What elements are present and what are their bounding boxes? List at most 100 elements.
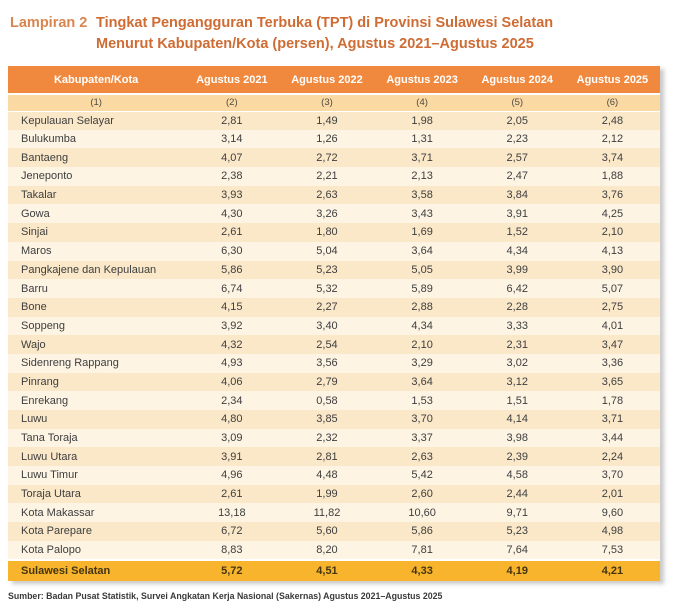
lampiran-label: Lampiran 2 [10, 15, 88, 31]
header-cell: Agustus 2024 [469, 66, 565, 94]
header-cell: Agustus 2025 [564, 66, 660, 94]
value-cell: 8,20 [279, 540, 375, 560]
table-row: Bone 4,15 2,27 2,88 2,28 2,75 [8, 297, 660, 317]
value-cell: 3,70 [564, 466, 660, 485]
value-cell: 3,47 [564, 335, 660, 354]
value-cell: 2,12 [564, 129, 660, 149]
value-cell: 3,76 [564, 185, 660, 205]
value-cell: 3,98 [469, 428, 565, 448]
table-row: Kota Makassar 13,18 11,82 10,60 9,71 9,60 [8, 503, 660, 523]
value-cell: 6,30 [184, 241, 280, 261]
value-cell: 5,89 [374, 279, 470, 298]
value-cell: 1,69 [374, 223, 470, 242]
value-cell: 2,60 [374, 484, 470, 504]
value-cell: 5,04 [279, 241, 375, 261]
table-row: Tana Toraja 3,09 2,32 3,37 3,98 3,44 [8, 428, 660, 448]
table-row: Gowa 4,30 3,26 3,43 3,91 4,25 [8, 204, 660, 224]
value-cell: 3,71 [564, 410, 660, 429]
table-row: Pangkajene dan Kepulauan 5,86 5,23 5,05 3,99… [8, 260, 660, 280]
table-row: Pinrang 4,06 2,79 3,64 3,12 3,65 [8, 372, 660, 392]
table-row: Toraja Utara 2,61 1,99 2,60 2,44 2,01 [8, 484, 660, 504]
value-cell: 3,84 [469, 185, 565, 205]
total-value-cell: 5,72 [184, 558, 280, 581]
value-cell: 2,38 [184, 167, 280, 186]
table-row: Barru 6,74 5,32 5,89 6,42 5,07 [8, 279, 660, 298]
column-number-cell: (5) [469, 93, 565, 112]
value-cell: 3,71 [374, 148, 470, 168]
value-cell: 8,83 [184, 540, 280, 560]
header-cell: Agustus 2021 [184, 66, 280, 94]
value-cell: 4,48 [279, 466, 375, 485]
page: Lampiran 2 Tingkat Pengangguran Terbuka … [0, 0, 681, 601]
column-number-row: (1) (2) (3) (4) (5) (6) [8, 93, 660, 112]
value-cell: 2,63 [279, 185, 375, 205]
row-name-cell: Luwu Utara [8, 447, 185, 467]
value-cell: 1,88 [564, 167, 660, 186]
value-cell: 2,10 [374, 335, 470, 354]
value-cell: 4,58 [469, 466, 565, 485]
value-cell: 2,23 [469, 129, 565, 149]
value-cell: 3,92 [184, 316, 280, 336]
value-cell: 4,96 [184, 466, 280, 485]
value-cell: 4,25 [564, 204, 660, 224]
row-name-cell: Takalar [8, 185, 185, 205]
value-cell: 9,60 [564, 503, 660, 523]
row-name-cell: Pinrang [8, 372, 185, 392]
value-cell: 2,27 [279, 297, 375, 317]
value-cell: 2,63 [374, 447, 470, 467]
value-cell: 2,13 [374, 167, 470, 186]
value-cell: 1,99 [279, 484, 375, 504]
value-cell: 2,54 [279, 335, 375, 354]
title-block: Lampiran 2 Tingkat Pengangguran Terbuka … [0, 0, 681, 54]
value-cell: 4,01 [564, 316, 660, 336]
table-row: Bulukumba 3,14 1,26 1,31 2,23 2,12 [8, 129, 660, 149]
value-cell: 5,23 [469, 522, 565, 541]
total-value-cell: 4,51 [279, 558, 375, 581]
value-cell: 3,74 [564, 148, 660, 168]
value-cell: 4,80 [184, 410, 280, 429]
value-cell: 4,98 [564, 522, 660, 541]
value-cell: 2,32 [279, 428, 375, 448]
row-name-cell: Kepulauan Selayar [8, 111, 185, 130]
value-cell: 3,99 [469, 260, 565, 280]
value-cell: 5,86 [184, 260, 280, 280]
value-cell: 5,86 [374, 522, 470, 541]
row-name-cell: Soppeng [8, 316, 185, 336]
row-name-cell: Sidenreng Rappang [8, 353, 185, 373]
table-row: Sinjai 2,61 1,80 1,69 1,52 2,10 [8, 223, 660, 242]
value-cell: 3,26 [279, 204, 375, 224]
row-name-cell: Pangkajene dan Kepulauan [8, 260, 185, 280]
value-cell: 2,79 [279, 372, 375, 392]
value-cell: 3,02 [469, 353, 565, 373]
value-cell: 2,81 [279, 447, 375, 467]
column-number-cell: (1) [8, 93, 185, 112]
value-cell: 5,23 [279, 260, 375, 280]
value-cell: 3,90 [564, 260, 660, 280]
value-cell: 4,13 [564, 241, 660, 261]
page-title-line-2: Menurut Kabupaten/Kota (persen), Agustus… [96, 35, 534, 52]
value-cell: 4,34 [469, 241, 565, 261]
value-cell: 2,24 [564, 447, 660, 467]
value-cell: 2,72 [279, 148, 375, 168]
value-cell: 2,39 [469, 447, 565, 467]
table-row: Jeneponto 2,38 2,21 2,13 2,47 1,88 [8, 167, 660, 186]
value-cell: 3,44 [564, 428, 660, 448]
value-cell: 2,31 [469, 335, 565, 354]
value-cell: 3,70 [374, 410, 470, 429]
value-cell: 2,01 [564, 484, 660, 504]
value-cell: 5,32 [279, 279, 375, 298]
value-cell: 3,37 [374, 428, 470, 448]
tpt-table: Kabupaten/Kota Agustus 2021 Agustus 2022 Ag… [8, 66, 660, 581]
header-cell: Agustus 2023 [374, 66, 470, 94]
table-row: Takalar 3,93 2,63 3,58 3,84 3,76 [8, 185, 660, 205]
header-row: Kabupaten/Kota Agustus 2021 Agustus 2022 Ag… [8, 66, 660, 94]
table-row: Wajo 4,32 2,54 2,10 2,31 3,47 [8, 335, 660, 354]
total-value-cell: 4,21 [564, 558, 660, 581]
value-cell: 2,34 [184, 391, 280, 410]
table-row: Kepulauan Selayar 2,81 1,49 1,98 2,05 2,48 [8, 111, 660, 130]
table-row: Luwu Timur 4,96 4,48 5,42 4,58 3,70 [8, 466, 660, 485]
row-name-cell: Jeneponto [8, 167, 185, 186]
value-cell: 1,31 [374, 129, 470, 149]
value-cell: 1,80 [279, 223, 375, 242]
value-cell: 3,14 [184, 129, 280, 149]
